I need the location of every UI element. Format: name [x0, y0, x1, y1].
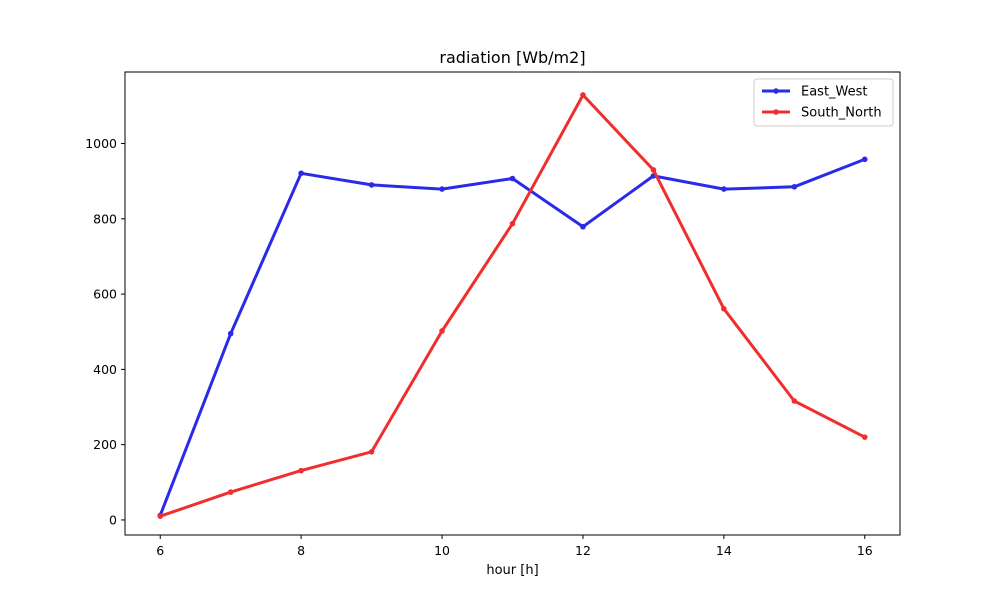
data-point-east-west — [227, 330, 234, 337]
series-south-north — [157, 92, 868, 519]
legend-label-south-north: South_North — [801, 106, 882, 121]
series-layer — [157, 92, 868, 519]
legend-label-east-west: East_West — [801, 85, 868, 100]
data-point-south-north — [368, 449, 375, 455]
data-point-east-west — [861, 156, 868, 163]
y-tick-label: 200 — [93, 437, 117, 452]
x-tick-label: 12 — [575, 543, 591, 558]
data-point-east-west — [791, 184, 798, 190]
data-point-east-west — [298, 170, 304, 177]
data-point-south-north — [650, 167, 657, 173]
data-point-south-north — [580, 92, 586, 98]
data-point-east-west — [721, 186, 727, 192]
y-tick-label: 400 — [93, 362, 117, 377]
data-point-south-north — [721, 305, 727, 312]
plot-area — [124, 71, 901, 536]
legend: East_West South_North — [753, 78, 894, 127]
data-point-east-west — [439, 186, 445, 192]
legend-item-east-west: East_West — [762, 85, 868, 100]
x-axis-label: hour [h] — [486, 563, 538, 578]
x-axis: 6 8 10 12 14 16 — [156, 535, 873, 558]
x-tick-label: 16 — [857, 543, 873, 558]
y-tick-label: 1000 — [85, 136, 117, 151]
data-point-east-west — [368, 182, 375, 188]
data-point-east-west — [509, 175, 516, 182]
data-point-south-north — [298, 467, 304, 474]
data-point-south-north — [791, 398, 798, 404]
x-tick-label: 14 — [716, 543, 732, 558]
y-tick-label: 600 — [93, 287, 117, 302]
legend-marker-south-north — [773, 109, 779, 115]
data-point-south-north — [439, 328, 445, 334]
data-point-south-north — [157, 513, 164, 519]
series-line-south-north — [158, 93, 867, 519]
y-axis: 0 200 400 600 800 1000 — [85, 136, 125, 527]
x-tick-label: 6 — [156, 543, 164, 558]
chart-title: radiation [Wb/m2] — [439, 48, 585, 67]
y-tick-label: 0 — [109, 512, 117, 527]
series-east-west — [157, 156, 868, 519]
data-point-south-north — [509, 220, 516, 227]
plot-frame — [124, 71, 901, 536]
legend-item-south-north: South_North — [762, 106, 882, 121]
x-tick-label: 10 — [434, 543, 450, 558]
data-point-south-north — [861, 434, 868, 440]
legend-marker-east-west — [773, 88, 779, 94]
y-tick-label: 800 — [93, 211, 117, 226]
series-line-east-west — [158, 157, 867, 518]
data-point-east-west — [580, 223, 586, 230]
data-point-south-north — [227, 489, 234, 495]
x-tick-label: 8 — [297, 543, 305, 558]
